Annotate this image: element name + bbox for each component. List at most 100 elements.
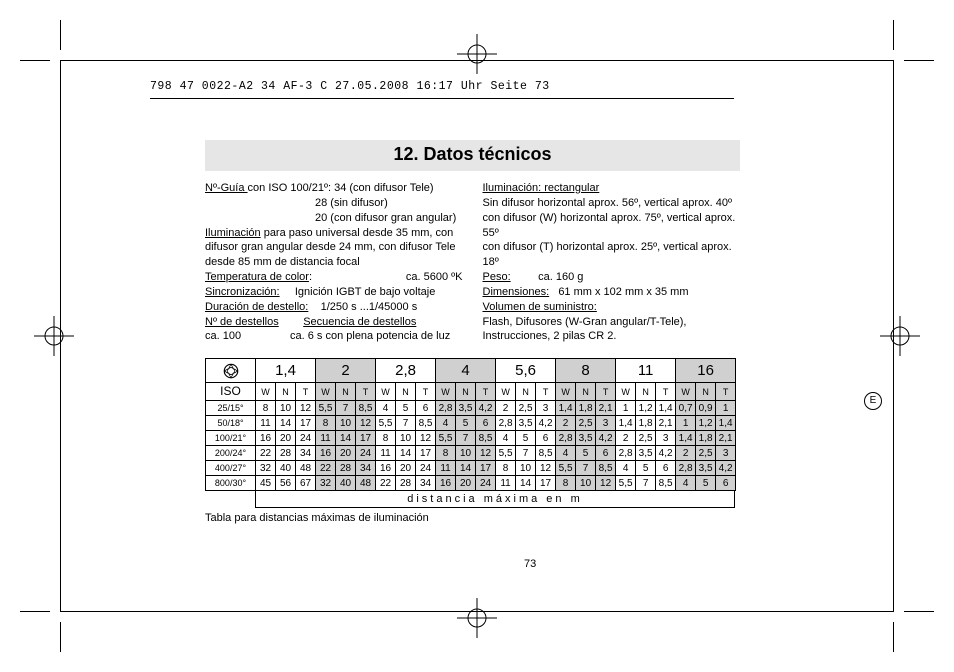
data-cell: 6 xyxy=(716,476,736,491)
data-cell: 10 xyxy=(276,401,296,416)
sub-header: N xyxy=(396,383,416,401)
data-cell: 6 xyxy=(476,416,496,431)
data-cell: 4 xyxy=(436,416,456,431)
data-cell: 2,5 xyxy=(576,416,596,431)
data-cell: 7 xyxy=(576,461,596,476)
data-cell: 2,8 xyxy=(616,446,636,461)
sub-header: T xyxy=(476,383,496,401)
data-cell: 8 xyxy=(436,446,456,461)
dur-val: 1/250 s ...1/45000 s xyxy=(321,301,418,313)
data-cell: 5,5 xyxy=(316,401,336,416)
data-cell: 20 xyxy=(276,431,296,446)
num-label: Nº de destellos xyxy=(205,316,279,328)
data-cell: 12 xyxy=(596,476,616,491)
left-column: Nº-Guía con ISO 100/21º: 34 (con difusor… xyxy=(205,181,463,344)
data-cell: 3 xyxy=(656,431,676,446)
data-cell: 11 xyxy=(436,461,456,476)
language-badge: E xyxy=(864,392,882,410)
data-cell: 22 xyxy=(376,476,396,491)
sub-header: T xyxy=(536,383,556,401)
dur-label: Duración de destello: xyxy=(205,301,308,313)
data-cell: 20 xyxy=(336,446,356,461)
data-cell: 3,5 xyxy=(516,416,536,431)
data-cell: 12 xyxy=(476,446,496,461)
data-cell: 1,2 xyxy=(636,401,656,416)
weight-label: Peso: xyxy=(483,271,511,283)
data-cell: 34 xyxy=(356,461,376,476)
data-cell: 8 xyxy=(376,431,396,446)
data-cell: 3,5 xyxy=(696,461,716,476)
data-cell: 8,5 xyxy=(596,461,616,476)
temp-label: Temperatura de color xyxy=(205,270,309,285)
seq-val: ca. 6 s con plena potencia de luz xyxy=(290,330,450,342)
table-caption: Tabla para distancias máximas de ilumina… xyxy=(205,512,740,524)
data-cell: 5,5 xyxy=(556,461,576,476)
sub-header: T xyxy=(356,383,376,401)
seq-label: Secuencia de destellos xyxy=(303,316,416,328)
sub-header: W xyxy=(376,383,396,401)
data-cell: 4,2 xyxy=(476,401,496,416)
data-cell: 2,8 xyxy=(436,401,456,416)
data-cell: 22 xyxy=(316,461,336,476)
data-cell: 2,1 xyxy=(656,416,676,431)
iso-cell: 50/18° xyxy=(206,416,256,431)
dim-val: 61 mm x 102 mm x 35 mm xyxy=(558,286,688,298)
data-cell: 24 xyxy=(476,476,496,491)
data-cell: 1,4 xyxy=(716,416,736,431)
data-cell: 20 xyxy=(396,461,416,476)
data-cell: 14 xyxy=(396,446,416,461)
data-cell: 2,1 xyxy=(596,401,616,416)
data-cell: 8,5 xyxy=(656,476,676,491)
dim-label: Dimensiones: xyxy=(483,286,550,298)
data-cell: 17 xyxy=(296,416,316,431)
data-cell: 2 xyxy=(556,416,576,431)
data-cell: 16 xyxy=(256,431,276,446)
sub-header: N xyxy=(636,383,656,401)
guide-line2: 28 (sin difusor) xyxy=(205,196,463,211)
data-cell: 2,8 xyxy=(496,416,516,431)
data-cell: 8 xyxy=(556,476,576,491)
data-cell: 4,2 xyxy=(656,446,676,461)
data-cell: 11 xyxy=(496,476,516,491)
data-cell: 10 xyxy=(396,431,416,446)
data-cell: 6 xyxy=(536,431,556,446)
data-cell: 5 xyxy=(516,431,536,446)
data-cell: 2,5 xyxy=(696,446,716,461)
data-cell: 1 xyxy=(616,401,636,416)
temp-val: ca. 5600 ºK xyxy=(312,270,462,285)
data-cell: 2,8 xyxy=(556,431,576,446)
illumination-para: Iluminación para paso universal desde 35… xyxy=(205,226,463,271)
data-cell: 16 xyxy=(316,446,336,461)
data-cell: 1,4 xyxy=(656,401,676,416)
page-number: 73 xyxy=(524,558,536,570)
sub-header: T xyxy=(296,383,316,401)
data-cell: 3 xyxy=(716,446,736,461)
data-cell: 34 xyxy=(296,446,316,461)
data-cell: 3 xyxy=(596,416,616,431)
data-cell: 16 xyxy=(436,476,456,491)
data-cell: 4,2 xyxy=(536,416,556,431)
sub-header: W xyxy=(676,383,696,401)
data-cell: 12 xyxy=(416,431,436,446)
sync-label: Sincronización: xyxy=(205,286,280,298)
data-cell: 1,4 xyxy=(556,401,576,416)
data-cell: 28 xyxy=(396,476,416,491)
data-cell: 8,5 xyxy=(476,431,496,446)
sub-header: N xyxy=(276,383,296,401)
data-cell: 7 xyxy=(636,476,656,491)
sub-header: N xyxy=(576,383,596,401)
data-cell: 8 xyxy=(316,416,336,431)
weight-val: ca. 160 g xyxy=(538,271,583,283)
data-cell: 48 xyxy=(356,476,376,491)
print-header: 798 47 0022-A2 34 AF-3 C 27.05.2008 16:1… xyxy=(150,80,550,93)
illum-shape-label: Iluminación: rectangular xyxy=(483,181,741,196)
data-cell: 6 xyxy=(656,461,676,476)
data-cell: 4,2 xyxy=(596,431,616,446)
aperture-header: 1,4 xyxy=(256,359,316,383)
guide-number-line: Nº-Guía con ISO 100/21º: 34 (con difusor… xyxy=(205,181,463,196)
data-cell: 4 xyxy=(496,431,516,446)
illum-line3: con difusor (T) horizontal aprox. 25º, v… xyxy=(483,240,741,270)
data-cell: 3,5 xyxy=(576,431,596,446)
right-column: Iluminación: rectangular Sin difusor hor… xyxy=(483,181,741,344)
data-cell: 10 xyxy=(576,476,596,491)
